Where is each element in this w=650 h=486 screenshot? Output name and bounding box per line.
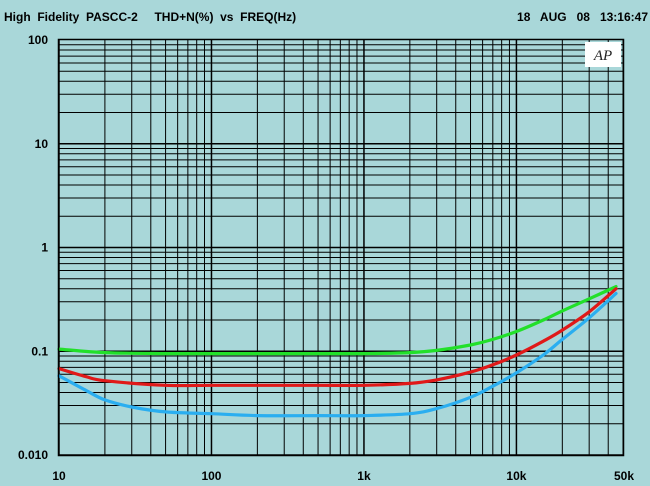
plot-frame	[57, 38, 625, 457]
x-tick-label: 100	[201, 469, 221, 483]
ap-logo-box	[585, 42, 621, 67]
x-tick-label: 10k	[506, 469, 526, 483]
y-tick-label: 100	[28, 33, 48, 47]
header-title: High Fidelity PASCC-2 THD+N(%) vs FREQ(H…	[4, 10, 296, 24]
y-tick-label: 1	[41, 241, 48, 255]
series-line-1	[57, 285, 618, 356]
series-lines	[57, 285, 618, 418]
y-tick-label: 0.010	[18, 448, 48, 462]
ap-logo-text: AP	[593, 48, 612, 64]
y-tick-labels: 100 10 1 0.1 0.010	[18, 33, 48, 462]
y-tick-label: 0.1	[31, 344, 48, 358]
header-timestamp: 18 AUG 08 13:16:47	[517, 10, 648, 24]
x-tick-label: 50k	[614, 469, 634, 483]
series-line-3	[57, 291, 618, 418]
x-tick-label: 1k	[357, 469, 371, 483]
series-line-2	[57, 287, 618, 388]
grid	[58, 40, 624, 456]
y-tick-label: 10	[35, 137, 49, 151]
x-tick-labels: 10 100 1k 10k 50k	[52, 469, 634, 483]
x-tick-label: 10	[52, 469, 66, 483]
ap-logo: AP	[585, 42, 621, 67]
